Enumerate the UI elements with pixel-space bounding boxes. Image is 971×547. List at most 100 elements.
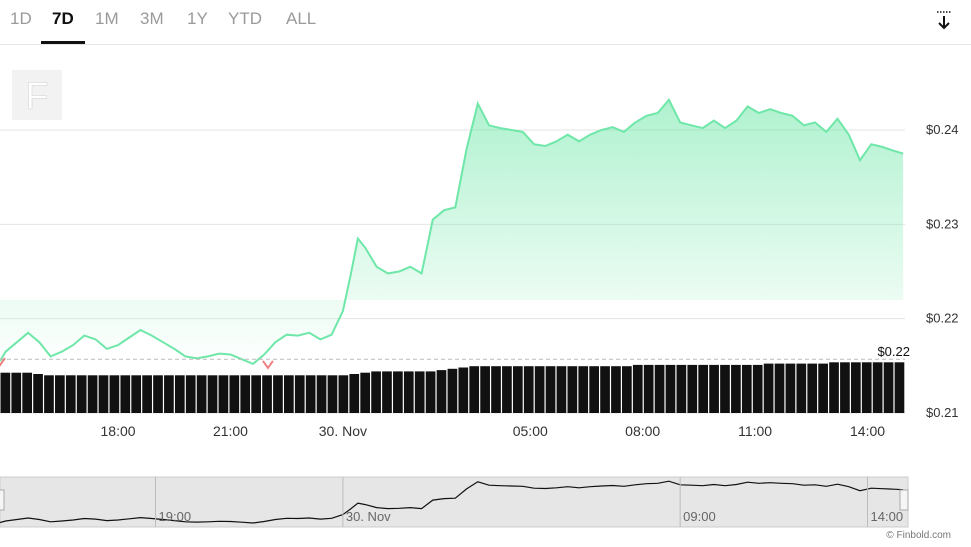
volume-bar — [218, 375, 229, 413]
volume-bar — [611, 366, 621, 413]
volume-bar — [731, 364, 741, 413]
volume-bar — [305, 375, 316, 413]
navigator-tick-label: 14:00 — [871, 509, 904, 524]
volume-bar — [294, 375, 305, 413]
active-tab-underline — [41, 41, 85, 44]
volume-bar — [698, 364, 709, 413]
volume-bar — [720, 364, 730, 413]
navigator-right-handle[interactable] — [899, 489, 909, 511]
tab-1y[interactable]: 1Y — [187, 9, 208, 28]
volume-bar — [142, 375, 152, 413]
y-tick-label: $0.21 — [926, 405, 959, 420]
x-tick-label: 18:00 — [101, 423, 136, 439]
x-tick-label: 21:00 — [213, 423, 248, 439]
volume-bar — [861, 362, 872, 413]
volume-bar — [523, 366, 534, 413]
volume-bar — [850, 362, 861, 413]
volume-bar — [436, 370, 447, 413]
volume-bar — [785, 363, 796, 413]
tab-1m[interactable]: 1M — [95, 9, 119, 28]
volume-bar — [393, 371, 403, 413]
volume-bar — [316, 375, 327, 413]
volume-bar — [840, 362, 850, 413]
volume-bar — [131, 375, 142, 413]
volume-bar — [763, 363, 774, 413]
volume-bar — [578, 366, 589, 413]
volume-bar — [371, 371, 381, 413]
tab-ytd[interactable]: YTD — [228, 9, 262, 28]
volume-bar — [709, 364, 719, 413]
volume-bar — [491, 366, 501, 413]
volume-bar — [382, 371, 392, 413]
volume-bar — [676, 364, 687, 413]
volume-bar — [109, 375, 120, 413]
volume-bar — [11, 372, 22, 413]
volume-bar — [512, 366, 523, 413]
x-tick-label: 08:00 — [625, 423, 660, 439]
volume-bar — [251, 375, 261, 413]
volume-bar — [545, 366, 556, 413]
down-marker — [262, 360, 274, 370]
volume-bar — [349, 374, 360, 413]
volume-bar — [447, 368, 458, 413]
volume-bar — [360, 372, 371, 413]
finbold-logo-icon: F — [12, 70, 62, 120]
volume-bar — [883, 362, 894, 413]
volume-bars — [0, 362, 905, 413]
volume-bar — [687, 364, 698, 413]
volume-bar — [76, 375, 87, 413]
volume-bar — [120, 375, 131, 413]
range-tabs: 1D 7D 1M 3M 1Y YTD ALL — [0, 0, 971, 45]
volume-bar — [643, 364, 654, 413]
volume-bar — [741, 364, 752, 413]
svg-text:F: F — [25, 76, 48, 118]
volume-bar — [164, 375, 174, 413]
volume-bar — [174, 375, 185, 413]
volume-bar — [327, 375, 338, 413]
volume-bar — [403, 371, 414, 413]
volume-bar — [0, 372, 11, 413]
volume-bar — [414, 371, 425, 413]
price-line — [0, 97, 904, 366]
download-icon[interactable] — [934, 10, 954, 30]
y-tick-label: $0.24 — [926, 122, 959, 137]
current-price-label: $0.22 — [877, 344, 910, 359]
volume-bar — [534, 366, 545, 413]
volume-bar — [829, 362, 839, 413]
price-area — [0, 99, 904, 364]
volume-bar — [818, 363, 828, 413]
tab-all[interactable]: ALL — [286, 9, 317, 28]
tab-1d[interactable]: 1D — [10, 9, 32, 28]
x-tick-label: 05:00 — [513, 423, 548, 439]
volume-bar — [153, 375, 163, 413]
navigator-x-axis: 19:00 30. Nov 09:00 14:00 — [155, 477, 904, 527]
navigator-left-handle[interactable] — [0, 489, 5, 511]
volume-bar — [480, 366, 490, 413]
credit-text: © Finbold.com — [886, 530, 951, 541]
volume-bar — [196, 375, 207, 413]
volume-bar — [185, 375, 196, 413]
volume-bar — [240, 375, 251, 413]
volume-bar — [894, 362, 905, 413]
volume-bar — [262, 375, 272, 413]
volume-bar — [774, 363, 785, 413]
volume-bar — [556, 366, 567, 413]
x-axis: 18:00 21:00 30. Nov 05:00 08:00 11:00 14:00 — [101, 423, 886, 439]
volume-bar — [632, 364, 643, 413]
x-tick-label: 30. Nov — [319, 423, 367, 439]
volume-bar — [796, 363, 807, 413]
x-tick-label: 11:00 — [738, 423, 772, 439]
volume-bar — [425, 371, 436, 413]
y-axis: $0.21 $0.22 $0.23 $0.24 — [926, 122, 959, 420]
volume-bar — [654, 364, 665, 413]
tab-7d[interactable]: 7D — [52, 9, 74, 28]
navigator-line — [0, 480, 904, 524]
volume-bar — [22, 372, 33, 413]
tab-3m[interactable]: 3M — [140, 9, 164, 28]
navigator-tick-label: 30. Nov — [346, 509, 391, 524]
navigator-tick-label: 19:00 — [159, 509, 192, 524]
down-marker — [0, 357, 6, 367]
navigator[interactable]: 19:00 30. Nov 09:00 14:00 — [0, 476, 909, 528]
volume-bar — [207, 375, 218, 413]
